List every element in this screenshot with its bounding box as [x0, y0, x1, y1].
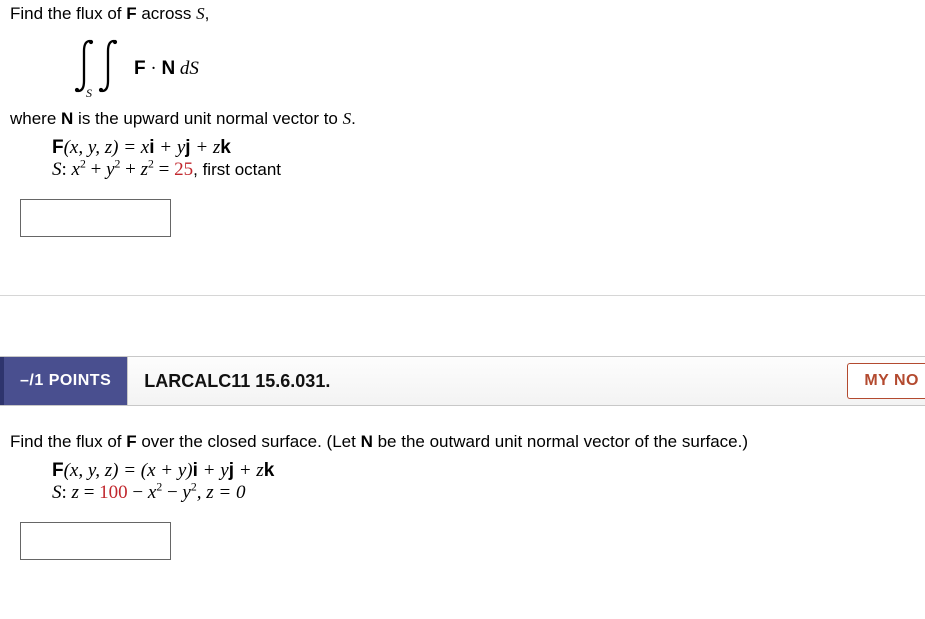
minus: − — [128, 482, 148, 503]
F: F — [52, 460, 64, 481]
surface-S: S — [343, 109, 352, 128]
args: (x, y, z) = x — [64, 137, 150, 158]
vector-F: F — [126, 432, 136, 451]
q1-S-def: S: x2 + y2 + z2 = 25, first octant — [52, 159, 915, 181]
text: Find the flux of — [10, 432, 126, 451]
F: F — [134, 58, 146, 79]
question-reference: LARCALC11 15.6.031. — [128, 357, 847, 405]
q1-answer-input[interactable] — [20, 199, 171, 237]
x: x — [72, 159, 80, 180]
text: over the closed surface. (Let — [137, 432, 361, 451]
plus: + — [86, 159, 106, 180]
integrand: F · N dS — [134, 58, 199, 80]
text: Find the flux of — [10, 4, 126, 23]
q1-where: where N is the upward unit normal vector… — [10, 109, 915, 129]
text: + y — [198, 460, 229, 481]
z: z — [141, 159, 148, 180]
k: k — [220, 137, 231, 158]
eq: = — [154, 159, 174, 180]
question-1: Find the flux of F across S, S F · N dS … — [0, 0, 925, 257]
text: . — [351, 109, 356, 128]
text: where — [10, 109, 61, 128]
y: y — [182, 482, 190, 503]
tail: , first octant — [193, 160, 281, 179]
text: + y — [155, 137, 186, 158]
F: F — [52, 137, 64, 158]
vector-N: N — [61, 109, 73, 128]
double-integral-icon: S — [72, 38, 130, 99]
text: is the upward unit normal vector to — [73, 109, 342, 128]
colon: : — [62, 159, 72, 180]
vector-F: F — [126, 4, 136, 23]
question-header: –/1 POINTS LARCALC11 15.6.031. MY NO — [0, 356, 925, 406]
minus: − — [162, 482, 182, 503]
divider — [0, 295, 925, 296]
dot: · — [146, 58, 162, 79]
y: y — [106, 159, 114, 180]
q2-S-def: S: z = 100 − x2 − y2, z = 0 — [52, 482, 915, 504]
q2-answer-input[interactable] — [20, 522, 171, 560]
S: S — [52, 159, 62, 180]
value-25: 25 — [174, 159, 193, 180]
text: + z — [191, 137, 221, 158]
points-badge: –/1 POINTS — [0, 357, 128, 405]
my-notes-button[interactable]: MY NO — [847, 363, 925, 399]
text: + z — [234, 460, 264, 481]
text: be the outward unit normal vector of the… — [373, 432, 748, 451]
k: k — [264, 460, 275, 481]
colon: : — [62, 482, 72, 503]
value-100: 100 — [99, 482, 128, 503]
z: z — [72, 482, 79, 503]
text: , — [205, 4, 210, 23]
q1-F-def: F(x, y, z) = xi + yj + zk — [52, 137, 915, 159]
integral-subscript: S — [86, 86, 92, 101]
q1-integral: S F · N dS — [72, 38, 199, 99]
surface-S: S — [196, 4, 205, 23]
args: (x, y, z) = (x + y) — [64, 460, 193, 481]
plus: + — [120, 159, 140, 180]
dS: dS — [175, 58, 199, 79]
tail: , z = 0 — [197, 482, 246, 503]
text: across — [137, 4, 197, 23]
q1-prompt: Find the flux of F across S, — [10, 4, 915, 24]
N: N — [161, 58, 175, 79]
eq: = — [79, 482, 99, 503]
question-2: Find the flux of F over the closed surfa… — [0, 406, 925, 580]
q2-F-def: F(x, y, z) = (x + y)i + yj + zk — [52, 460, 915, 482]
vector-N: N — [361, 432, 373, 451]
S: S — [52, 482, 62, 503]
q2-prompt: Find the flux of F over the closed surfa… — [10, 432, 915, 452]
